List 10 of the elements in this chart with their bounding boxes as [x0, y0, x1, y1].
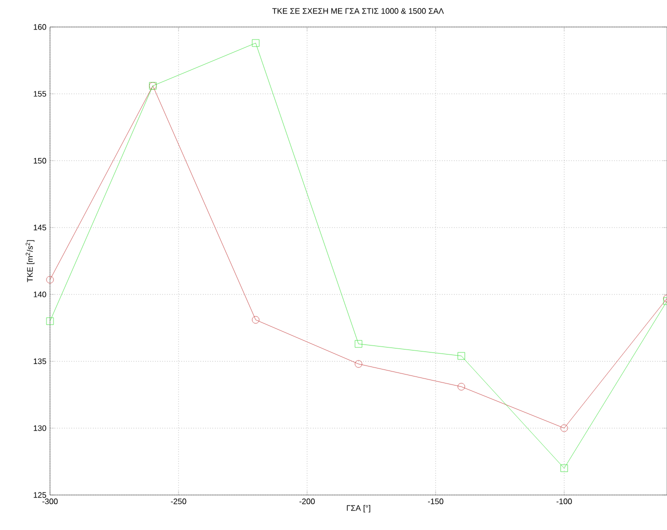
point: [252, 316, 260, 324]
point: [354, 360, 362, 368]
point: [458, 382, 466, 390]
point: [354, 340, 362, 348]
point: [46, 317, 54, 325]
point: [458, 352, 466, 360]
point: [560, 424, 568, 432]
point: [560, 464, 568, 472]
point: [46, 276, 54, 284]
point: [252, 39, 260, 47]
